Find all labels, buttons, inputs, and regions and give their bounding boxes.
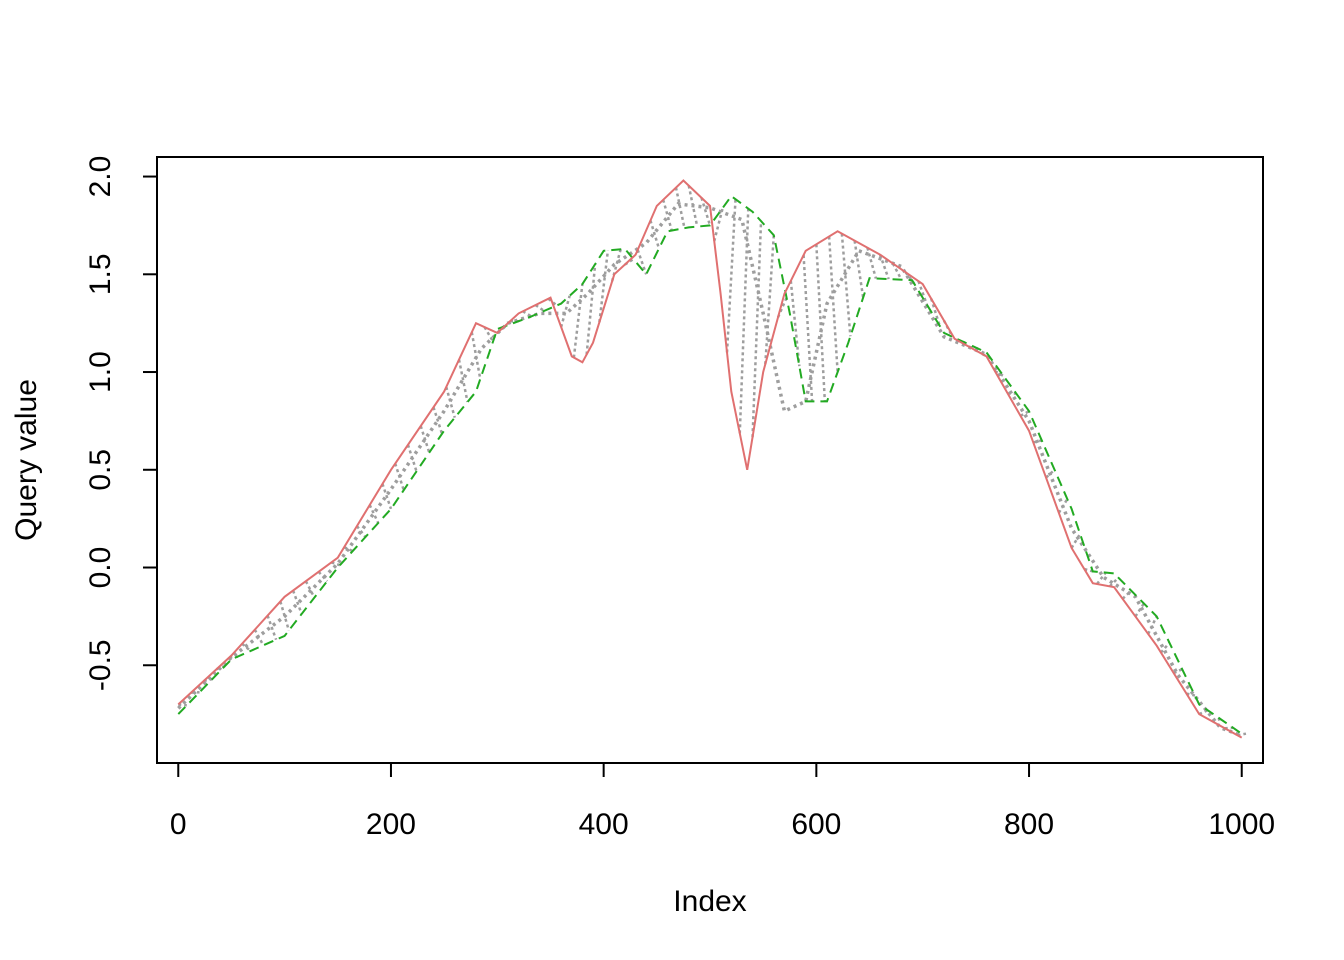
alignment-segment	[1134, 602, 1145, 618]
alignment-segment	[649, 220, 661, 249]
alignment-segment	[178, 703, 187, 707]
alignment-segment	[534, 304, 545, 312]
y-tick-label: 2.0	[84, 156, 117, 198]
alignment-segment	[266, 615, 278, 641]
alignment-segment	[853, 240, 865, 298]
alignment-segment	[1159, 641, 1171, 654]
alignment-segment	[1033, 439, 1043, 444]
alignment-segment	[1186, 692, 1196, 697]
series-layer	[177, 179, 1243, 739]
alignment-segment	[279, 601, 291, 631]
alignment-segment	[636, 249, 648, 275]
alignment-segment	[815, 244, 827, 402]
x-tick-label: 800	[1004, 808, 1054, 841]
alignment-segment	[674, 187, 686, 229]
alignment-segment	[1096, 571, 1107, 585]
series-line-dashed	[177, 194, 1243, 735]
alignment-segment	[866, 247, 878, 279]
alignment-band	[178, 185, 1247, 737]
alignment-segment	[1070, 533, 1082, 549]
y-tick-label: 1.5	[84, 253, 117, 295]
x-axis: 0 200 400 600 800 1000	[170, 762, 1275, 841]
alignment-segment	[751, 221, 763, 438]
alignment-segment	[343, 546, 354, 553]
alignment-segment	[355, 525, 367, 538]
alignment-segment	[827, 236, 839, 373]
alignment-segment	[789, 280, 801, 367]
alignment-segment	[547, 297, 558, 307]
alignment-segment	[1198, 709, 1209, 716]
alignment-segment	[802, 255, 814, 402]
alignment-segment	[291, 590, 303, 615]
alignment-segment	[1121, 589, 1132, 600]
x-tick-label: 600	[791, 808, 841, 841]
alignment-segment	[738, 208, 750, 434]
alignment-segment	[572, 283, 584, 358]
alignment-segment	[483, 326, 495, 343]
x-axis-label: Index	[673, 885, 746, 918]
series-line-solid	[177, 179, 1243, 739]
alignment-segment	[700, 197, 712, 226]
alignment-segment	[432, 406, 444, 435]
alignment-segment	[930, 298, 941, 327]
alignment-segment	[381, 483, 393, 510]
y-tick-label: 1.0	[84, 351, 117, 393]
y-tick-label: -0.5	[84, 639, 117, 691]
alignment-segment	[241, 642, 252, 652]
alignment-segment	[725, 199, 737, 353]
alignment-segment	[598, 250, 610, 323]
y-tick-label: 0.0	[84, 547, 117, 589]
x-tick-label: 0	[170, 808, 187, 841]
x-tick-label: 400	[579, 808, 629, 841]
series-line-dotted	[177, 202, 1243, 738]
alignment-segment	[457, 359, 469, 403]
alignment-segment	[419, 425, 431, 453]
alignment-segment	[445, 386, 456, 418]
alignment-segment	[1173, 668, 1183, 675]
alignment-segment	[368, 504, 380, 524]
y-axis: -0.5 0.0 0.5 1.0 1.5 2.0	[84, 156, 158, 691]
alignment-segment	[840, 233, 852, 337]
x-tick-label: 1000	[1208, 808, 1275, 841]
alignment-segment	[1084, 567, 1094, 573]
alignment-segment	[662, 199, 673, 231]
alignment-segment	[878, 254, 890, 280]
alignment-segment	[1019, 410, 1030, 417]
y-axis-label: Query value	[10, 379, 43, 541]
alignment-segment	[1045, 468, 1056, 479]
x-tick-label: 200	[366, 808, 416, 841]
plot-frame	[156, 156, 1264, 764]
alignment-segment	[331, 561, 341, 567]
y-tick-label: 0.5	[84, 449, 117, 491]
alignment-segment	[917, 280, 929, 306]
alignment-segment	[1108, 576, 1120, 588]
alignment-segment	[470, 332, 482, 380]
